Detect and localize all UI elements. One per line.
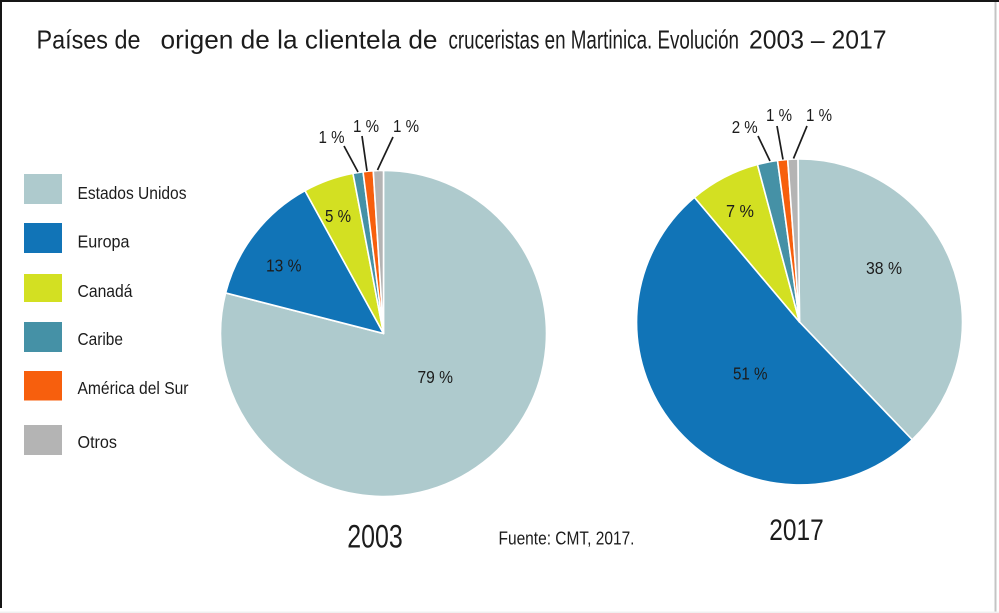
svg-text:Países de: Países de [37,25,141,55]
svg-text:Estados Unidos: Estados Unidos [78,183,187,203]
svg-text:1 %: 1 % [319,127,345,147]
svg-text:1 %: 1 % [766,105,792,125]
svg-text:2 %: 2 % [732,117,758,137]
svg-text:1 %: 1 % [393,116,419,136]
svg-text:cruceristas en Martinica. Evol: cruceristas en Martinica. Evolución [449,25,740,55]
svg-text:origen de la clientela de: origen de la clientela de [161,25,438,55]
svg-text:1 %: 1 % [806,105,832,125]
svg-text:Canadá: Canadá [78,281,133,301]
svg-text:Fuente: CMT, 2017.: Fuente: CMT, 2017. [499,528,635,549]
svg-text:2003: 2003 [347,519,403,555]
svg-text:38 %: 38 % [866,258,902,278]
svg-text:5 %: 5 % [325,206,351,226]
svg-text:2003 – 2017: 2003 – 2017 [749,25,887,55]
svg-text:1 %: 1 % [353,116,379,136]
svg-text:Caribe: Caribe [78,329,124,349]
svg-text:51 %: 51 % [733,364,768,384]
svg-text:América del Sur: América del Sur [78,378,189,398]
svg-text:Europa: Europa [78,232,130,252]
svg-text:Otros: Otros [78,432,118,452]
svg-text:79 %: 79 % [417,367,453,387]
svg-text:13 %: 13 % [266,256,302,276]
svg-text:7 %: 7 % [726,201,754,221]
svg-text:2017: 2017 [769,514,824,547]
